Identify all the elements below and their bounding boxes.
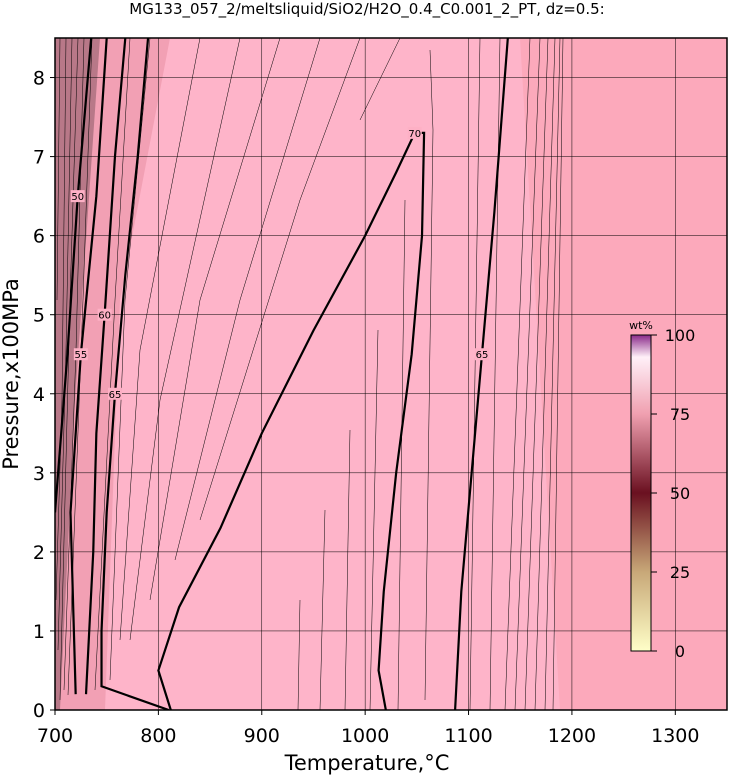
- y-tick-label: 2: [33, 542, 45, 564]
- contour-label-bg: [73, 348, 88, 361]
- region: [55, 38, 560, 710]
- chart-title: MG133_057_2/meltsliquid/SiO2/H2O_0.4_C0.…: [129, 0, 604, 19]
- colorbar-tick-label: 100: [665, 326, 696, 345]
- colorbar-tick-label: 50: [670, 484, 690, 503]
- contour-label: 65: [476, 350, 489, 361]
- x-tick-label: 1000: [341, 725, 389, 747]
- y-tick-label: 3: [33, 463, 45, 485]
- x-tick-label: 800: [140, 725, 176, 747]
- y-tick-label: 1: [33, 621, 45, 643]
- y-axis-label: Pressure,x100MPa: [0, 278, 23, 470]
- x-tick-label: 1100: [444, 725, 492, 747]
- x-tick-label: 1200: [548, 725, 596, 747]
- y-tick-label: 7: [33, 147, 45, 169]
- colorbar-label: wt%: [629, 319, 653, 332]
- colorbar-tick-label: 0: [675, 642, 685, 661]
- contour-label-bg: [107, 387, 122, 400]
- contour-label: 70: [408, 129, 421, 140]
- y-tick-label: 4: [33, 384, 45, 406]
- contour-label: 55: [74, 350, 87, 361]
- minor-contours: [55, 38, 564, 710]
- grid: [54, 38, 727, 711]
- x-axis-label: Temperature,°C: [284, 751, 450, 775]
- region: [55, 38, 100, 710]
- x-tick-label: 1300: [651, 725, 699, 747]
- contour-line: [55, 38, 93, 513]
- y-tick-label: 5: [33, 305, 45, 327]
- colorbar-tick-label: 75: [670, 405, 690, 424]
- contour-label-bg: [474, 348, 489, 361]
- x-tick-label: 900: [244, 725, 280, 747]
- colorbar-tick-label: 25: [670, 563, 690, 582]
- x-tick-label: 700: [37, 725, 73, 747]
- colorbar: [630, 334, 652, 652]
- contour-label: 65: [109, 390, 122, 401]
- plot-frame: [54, 37, 728, 711]
- y-tick-label: 8: [33, 68, 45, 90]
- contour-line: [100, 38, 170, 710]
- contours: 70 65 65 60 55 50: [55, 38, 509, 710]
- y-tick-label: 6: [33, 226, 45, 248]
- contour-label-bg: [70, 190, 85, 203]
- contour-label-bg: [97, 308, 112, 321]
- contour-label: 60: [98, 311, 111, 322]
- contour-line: [453, 38, 509, 710]
- y-tick-label: 0: [33, 700, 45, 722]
- contour-label-bg: [407, 126, 422, 139]
- contour-line: [157, 131, 426, 710]
- contour-line: [84, 38, 127, 695]
- fill-regions: [55, 38, 564, 710]
- contour-label: 50: [71, 192, 84, 203]
